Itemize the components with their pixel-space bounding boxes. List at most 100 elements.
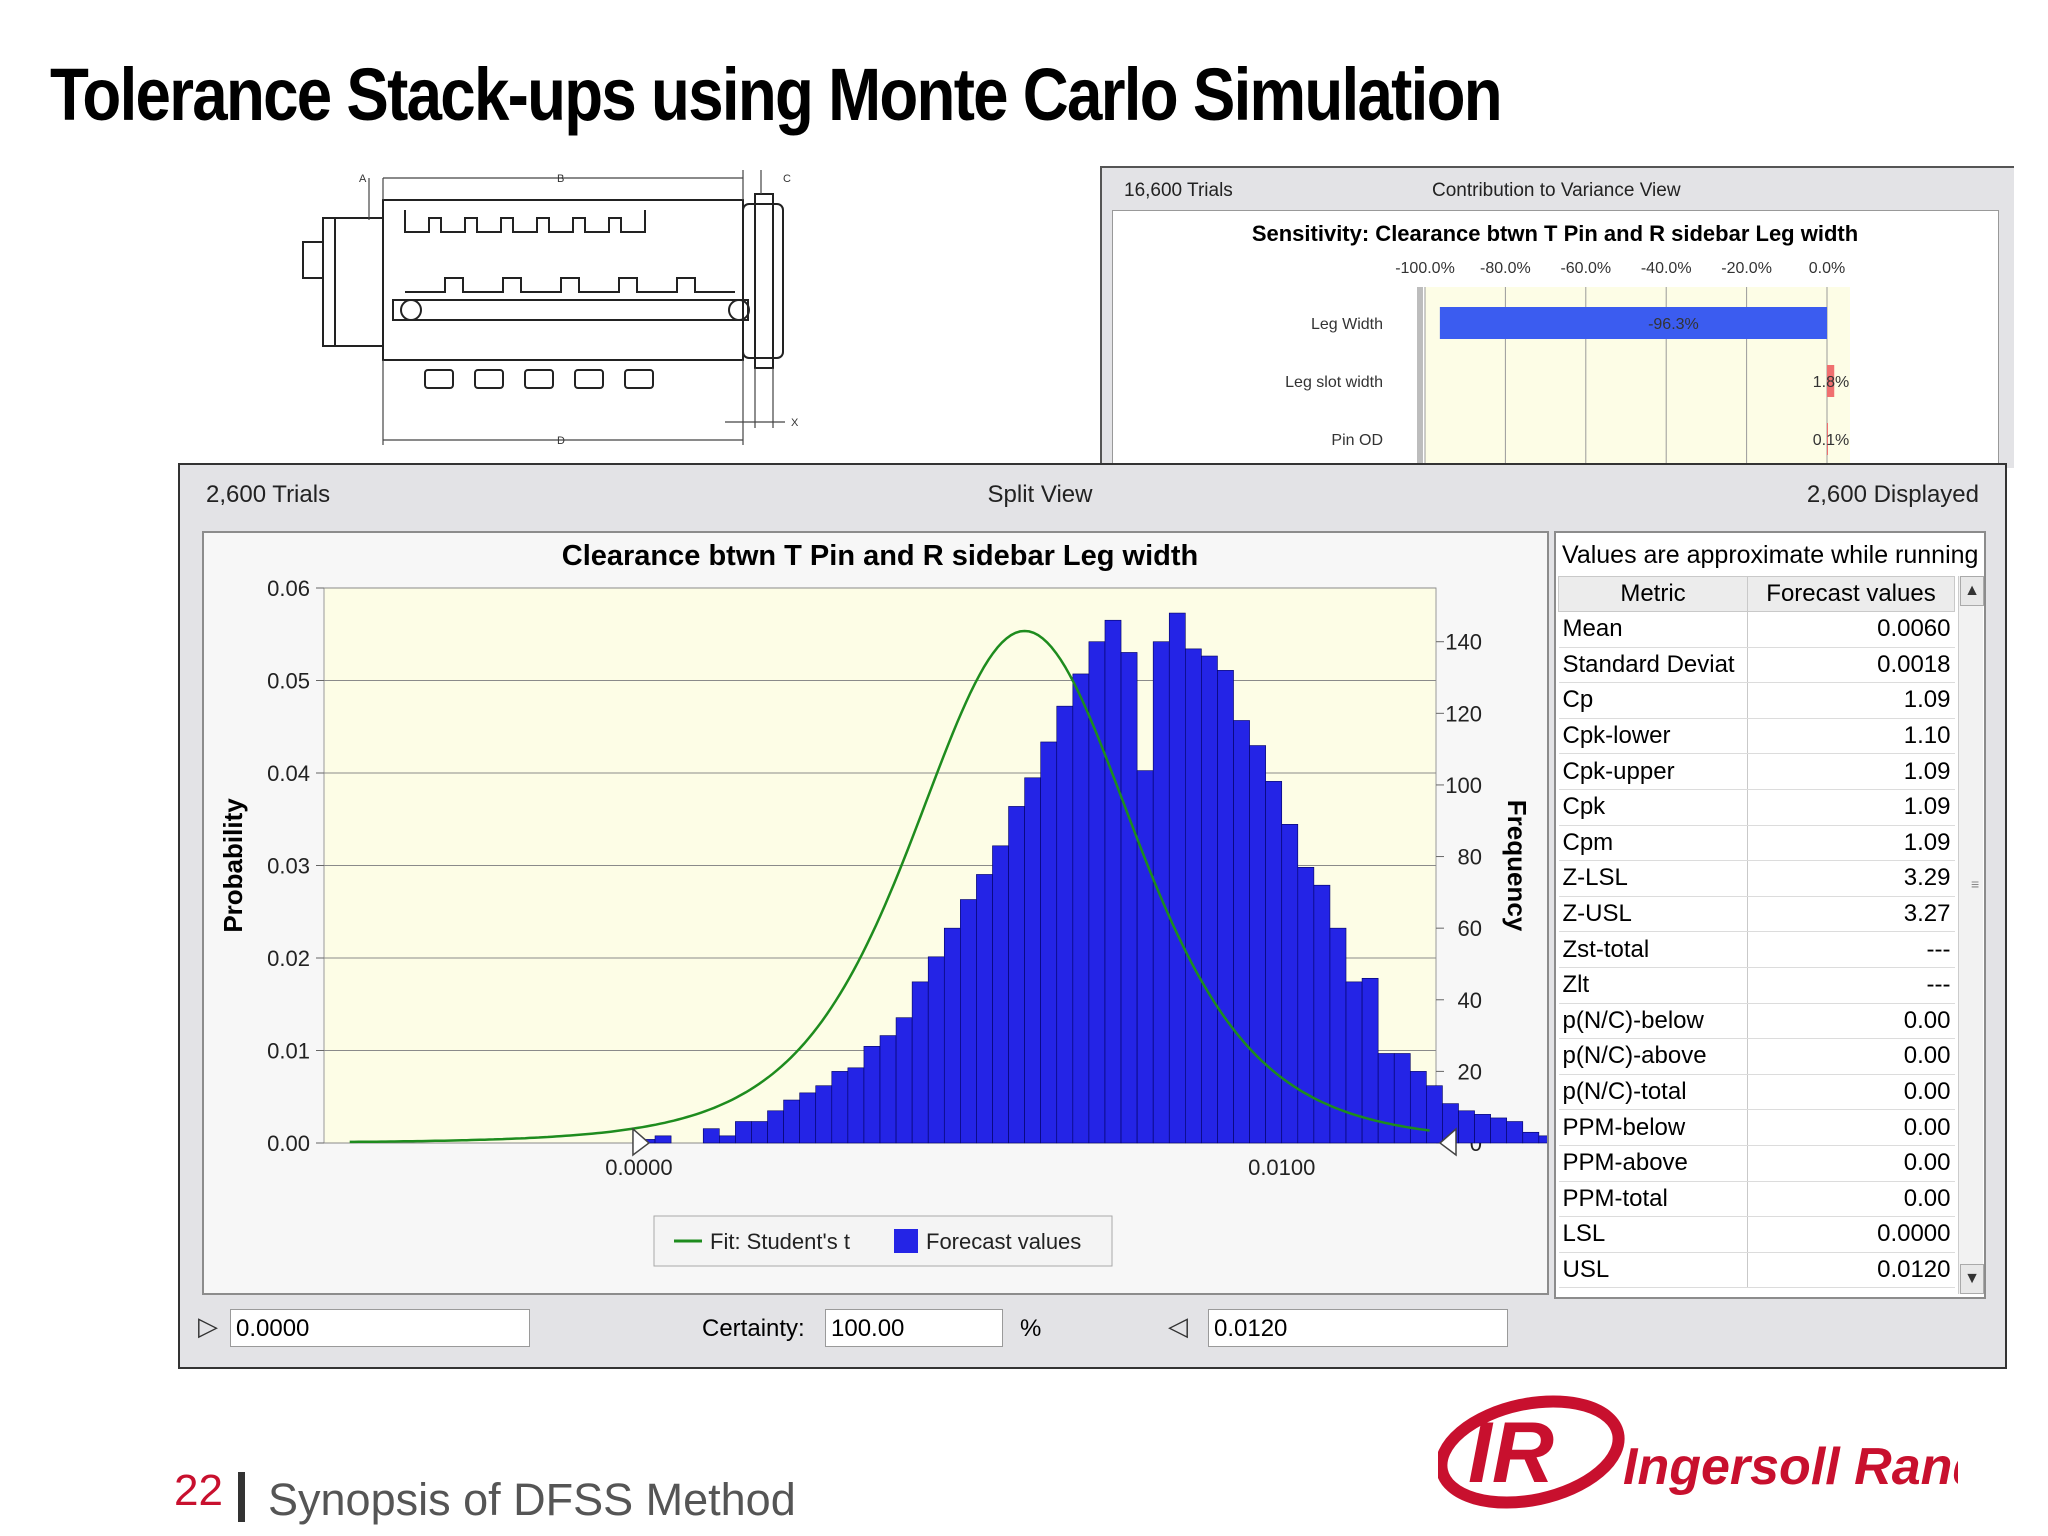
- lower-grabber-icon[interactable]: ▷: [198, 1311, 218, 1341]
- stats-row[interactable]: Cp 1.09: [1558, 682, 1955, 719]
- footer-text: Synopsis of DFSS Method: [268, 1474, 796, 1525]
- upper-bound-input[interactable]: 0.0120: [1208, 1309, 1508, 1347]
- stats-metric: p(N/C)-below: [1558, 1003, 1748, 1040]
- stats-row[interactable]: PPM-below 0.00: [1558, 1109, 1955, 1146]
- sensitivity-trials: 16,600 Trials: [1124, 180, 1233, 201]
- column-header-forecast[interactable]: Forecast values: [1747, 576, 1955, 612]
- dim-label-d: D: [557, 435, 565, 447]
- left-tick-label: 0.06: [267, 576, 310, 601]
- stats-row[interactable]: p(N/C)-below 0.00: [1558, 1003, 1955, 1040]
- histogram-bar: [1474, 1114, 1491, 1144]
- histogram-bar: [702, 1128, 720, 1144]
- stats-metric: PPM-above: [1558, 1145, 1748, 1182]
- stats-value: ---: [1747, 967, 1955, 1004]
- stats-row[interactable]: PPM-above 0.00: [1558, 1145, 1955, 1182]
- stats-row[interactable]: Mean 0.0060: [1558, 611, 1955, 648]
- stats-row[interactable]: Z-LSL 3.29: [1558, 860, 1955, 897]
- stats-value: 1.09: [1747, 682, 1955, 719]
- stats-row[interactable]: PPM-total 0.00: [1558, 1181, 1955, 1218]
- stats-caption: Values are approximate while running: [1562, 541, 1979, 569]
- fit-curve: [349, 629, 1430, 1144]
- histogram-bar: [992, 845, 1009, 1144]
- stats-metric: PPM-total: [1558, 1181, 1748, 1218]
- stats-metric: LSL: [1558, 1216, 1748, 1253]
- stats-metric: Cpk-lower: [1558, 718, 1748, 755]
- stats-row[interactable]: p(N/C)-above 0.00: [1558, 1038, 1955, 1075]
- histogram-bar: [879, 1035, 897, 1144]
- sensitivity-tick-label: -20.0%: [1721, 260, 1772, 277]
- histogram-bar: [1072, 673, 1090, 1144]
- lock-cylinder-diagram: A B C D X: [302, 170, 799, 447]
- histogram-bar: [1377, 1053, 1395, 1144]
- dim-label-b: B: [557, 173, 564, 185]
- scroll-down-button[interactable]: ▼: [1960, 1264, 1984, 1294]
- split-trials: 2,600 Trials: [206, 481, 331, 508]
- stats-metric: Cpk-upper: [1558, 753, 1748, 790]
- sensitivity-title: Sensitivity: Clearance btwn T Pin and R …: [1252, 221, 1858, 246]
- stats-row[interactable]: Cpk 1.09: [1558, 789, 1955, 826]
- right-axis-label: Frequency: [1502, 800, 1532, 932]
- lower-bound-input[interactable]: 0.0000: [230, 1309, 530, 1347]
- stats-value: 0.00: [1747, 1003, 1955, 1040]
- stats-row[interactable]: Zst-total ---: [1558, 931, 1955, 968]
- stats-metric: Zst-total: [1558, 931, 1748, 968]
- histogram-bar: [1168, 612, 1186, 1144]
- statistics-table: Metric Forecast values Mean 0.0060 Standar…: [1558, 576, 1955, 1289]
- stats-row[interactable]: Cpm 1.09: [1558, 825, 1955, 862]
- sensitivity-category-label: Leg slot width: [1285, 374, 1383, 391]
- left-tick-label: 0.02: [267, 946, 310, 971]
- histogram-bar: [1345, 981, 1363, 1144]
- left-tick-label: 0.05: [267, 669, 310, 694]
- scroll-up-button[interactable]: ▲: [1960, 576, 1984, 606]
- histogram-bar: [927, 956, 945, 1144]
- legend-forecast-swatch: [894, 1229, 918, 1253]
- stats-metric: Z-LSL: [1558, 860, 1748, 897]
- stats-metric: Zlt: [1558, 967, 1748, 1004]
- statistics-panel: Values are approximate while running Met…: [1554, 531, 1986, 1299]
- upper-grabber-icon[interactable]: ◁: [1168, 1311, 1188, 1341]
- stats-value: 0.00: [1747, 1109, 1955, 1146]
- sensitivity-value-label: -96.3%: [1648, 316, 1699, 333]
- statistics-rows: Mean 0.0060 Standard Deviat 0.0018 Cp 1.09 Cpk…: [1558, 611, 1955, 1289]
- histogram-bar: [1249, 745, 1266, 1144]
- histogram-bar: [751, 1121, 768, 1144]
- sensitivity-tick-label: -60.0%: [1560, 260, 1611, 277]
- forecast-chart-panel: Clearance btwn T Pin and R sidebar Leg w…: [202, 531, 1556, 1295]
- histogram-bar: [1265, 781, 1283, 1144]
- stats-value: 3.27: [1747, 896, 1955, 933]
- stats-value: 1.09: [1747, 789, 1955, 826]
- histogram-bar: [1490, 1117, 1508, 1144]
- stats-row[interactable]: Standard Deviat 0.0018: [1558, 647, 1955, 684]
- stats-row[interactable]: LSL 0.0000: [1558, 1216, 1955, 1253]
- histogram-bar: [735, 1121, 752, 1144]
- histogram-bar: [1538, 1135, 1556, 1144]
- stats-metric: Standard Deviat: [1558, 647, 1748, 684]
- split-view-window[interactable]: 2,600 Trials Split View 2,600 Displayed …: [178, 463, 2007, 1369]
- stats-value: ---: [1747, 931, 1955, 968]
- stats-row[interactable]: p(N/C)-total 0.00: [1558, 1074, 1955, 1111]
- stats-row[interactable]: Z-USL 3.27: [1558, 896, 1955, 933]
- sensitivity-category-label: Leg Width: [1311, 316, 1383, 333]
- histogram-bar: [911, 981, 929, 1144]
- stats-metric: p(N/C)-total: [1558, 1074, 1748, 1111]
- upper-certainty-grabber-icon[interactable]: [1438, 1127, 1457, 1157]
- split-displayed: 2,600 Displayed: [1806, 481, 1979, 508]
- histogram-bar: [1201, 655, 1218, 1144]
- histogram-bar: [815, 1085, 833, 1144]
- sensitivity-window[interactable]: 16,600 Trials Contribution to Variance V…: [1100, 166, 2014, 472]
- stats-row[interactable]: USL 0.0120: [1558, 1252, 1955, 1289]
- histogram-bar: [1233, 720, 1250, 1144]
- histogram-bar: [1136, 770, 1154, 1144]
- right-tick-label: 100: [1445, 773, 1482, 798]
- right-tick-label: 120: [1445, 701, 1482, 726]
- stats-row[interactable]: Zlt ---: [1558, 967, 1955, 1004]
- forecast-histogram: Clearance btwn T Pin and R sidebar Leg w…: [218, 540, 1556, 1267]
- column-header-metric[interactable]: Metric: [1558, 576, 1748, 612]
- stats-metric: Cpk: [1558, 789, 1748, 826]
- stats-row[interactable]: Cpk-lower 1.10: [1558, 718, 1955, 755]
- stats-scrollbar[interactable]: ▲ ≡ ▼: [1958, 576, 1984, 1294]
- histogram-bar: [1185, 648, 1202, 1144]
- lower-certainty-grabber-icon[interactable]: [632, 1127, 651, 1157]
- stats-row[interactable]: Cpk-upper 1.09: [1558, 753, 1955, 790]
- certainty-input[interactable]: 100.00: [825, 1309, 1003, 1347]
